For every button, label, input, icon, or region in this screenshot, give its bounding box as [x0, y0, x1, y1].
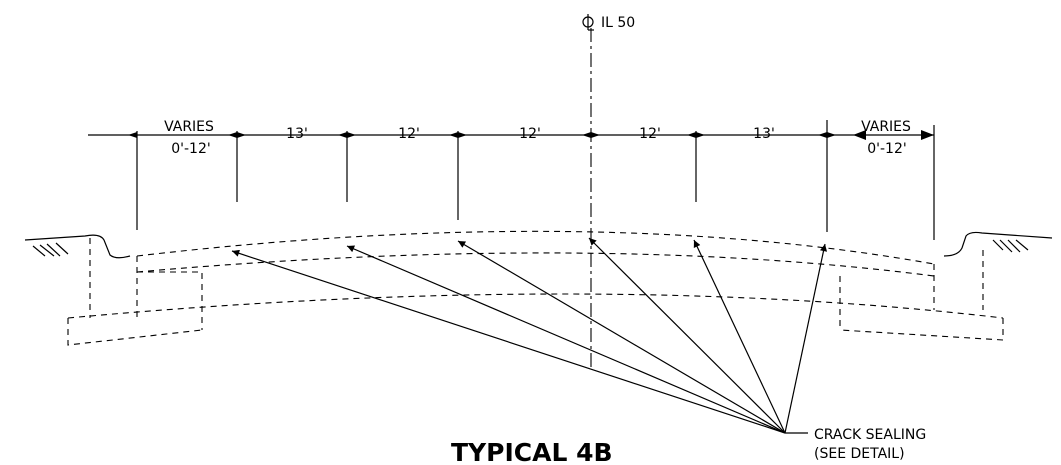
dim-lane-4: 12': [639, 126, 661, 142]
centerline: IL 50: [582, 14, 635, 370]
callout-line-1: CRACK SEALING: [814, 427, 926, 443]
dim-right-range: 0'-12': [867, 141, 906, 157]
centerline-label: IL 50: [601, 15, 635, 31]
dim-right-varies: VARIES: [861, 119, 911, 135]
crack-leader-1: [231, 249, 786, 434]
crack-leader-5: [693, 239, 786, 434]
dim-left-range: 0'-12': [171, 141, 210, 157]
crack-leader-3: [457, 240, 786, 434]
section-title: TYPICAL 4B: [451, 438, 613, 465]
crack-leader-4: [588, 237, 786, 434]
dimension-line: [88, 120, 935, 240]
pavement-section: [67, 230, 1004, 346]
left-ground: [24, 234, 131, 259]
right-shoulder: [839, 250, 1004, 341]
pavement-surface: [136, 230, 935, 265]
dimension-ticks: [136, 120, 935, 240]
crack-leader-2: [346, 245, 786, 434]
dim-lane-2: 12': [398, 126, 420, 142]
left-shoulder: [67, 238, 203, 346]
pavement-subbase: [67, 293, 1004, 319]
crack-leader-6: [784, 243, 828, 434]
right-ground: [943, 231, 1053, 257]
callout-line-2: (SEE DETAIL): [814, 446, 905, 462]
dimension-labels: VARIES 0'-12' 13' 12' 12' 12' 13' VARIES…: [164, 119, 911, 157]
pavement-layer-base: [136, 252, 935, 277]
dim-lane-5: 13': [753, 126, 775, 142]
dimension-arrowheads: [128, 130, 934, 140]
dim-left-varies: VARIES: [164, 119, 214, 135]
crack-sealing-leaders: [231, 237, 828, 434]
dim-lane-1: 13': [286, 126, 308, 142]
crack-sealing-callout: CRACK SEALING (SEE DETAIL): [814, 427, 926, 462]
dim-lane-3: 12': [519, 126, 541, 142]
centerline-symbol: [582, 14, 594, 31]
